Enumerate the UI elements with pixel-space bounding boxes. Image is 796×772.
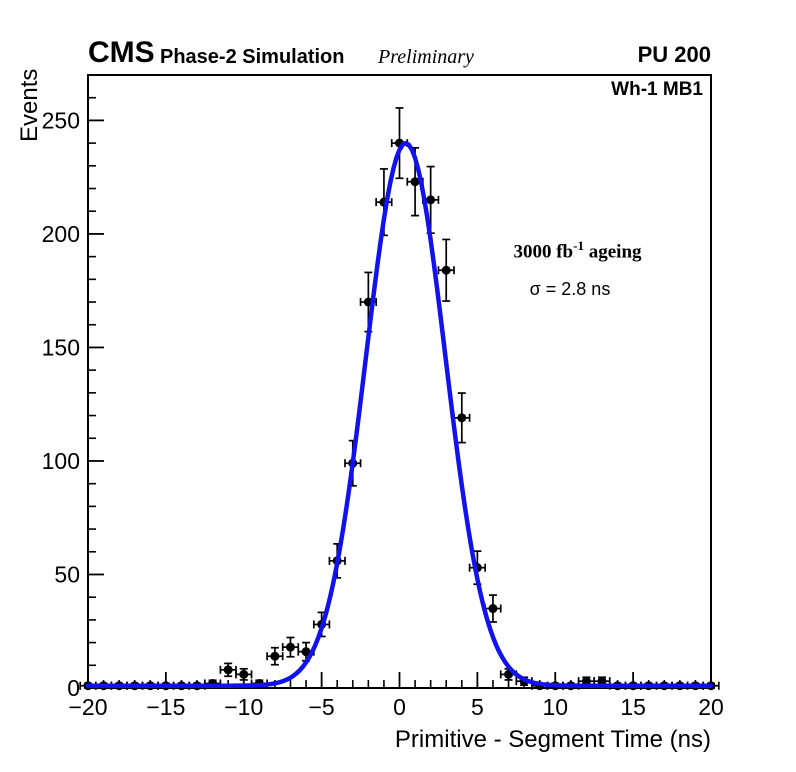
- y-tick-label: 100: [42, 448, 80, 474]
- data-point: [270, 651, 280, 661]
- luminosity-ageing-annotation: 3000 fb-1 ageing: [460, 238, 695, 263]
- data-point: [426, 195, 436, 205]
- pileup-label: PU 200: [637, 42, 711, 67]
- x-tick-label: 20: [698, 694, 724, 720]
- data-point: [301, 647, 311, 657]
- y-tick-label: 250: [42, 107, 80, 133]
- x-tick-label: −15: [146, 694, 185, 720]
- data-point: [597, 676, 607, 686]
- x-tick-label: 15: [620, 694, 646, 720]
- data-series: [79, 107, 720, 691]
- x-tick-label: 0: [393, 694, 406, 720]
- x-axis-title: Primitive - Segment Time (ns): [394, 726, 711, 753]
- header-preliminary: Preliminary: [378, 46, 474, 68]
- lumi-suffix: ageing: [583, 241, 642, 263]
- header-subtitle: Phase-2 Simulation: [160, 46, 345, 68]
- lumi-base: 3000 fb: [513, 241, 574, 263]
- x-tick-label: 10: [542, 694, 568, 720]
- data-point: [457, 413, 467, 423]
- data-point: [410, 177, 420, 187]
- lumi-exponent: -1: [573, 238, 584, 253]
- x-tick-label: −20: [68, 694, 107, 720]
- data-point: [441, 265, 451, 275]
- y-tick-label: 50: [54, 561, 80, 587]
- y-tick-label: 0: [67, 675, 80, 701]
- x-tick-label: 5: [471, 694, 484, 720]
- data-point: [488, 604, 498, 614]
- data-point: [581, 676, 591, 686]
- gaussian-fit-curve: [85, 140, 714, 688]
- chamber-label: Wh-1 MB1: [611, 79, 703, 100]
- y-tick-label: 150: [42, 334, 80, 360]
- sigma-annotation: σ = 2.8 ns: [529, 279, 611, 299]
- data-point: [239, 669, 249, 679]
- y-tick-label: 200: [42, 221, 80, 247]
- data-point: [285, 642, 295, 652]
- cms-logo-text: CMS: [88, 36, 155, 69]
- data-point: [223, 665, 233, 675]
- x-tick-label: −10: [224, 694, 263, 720]
- x-tick-label: −5: [309, 694, 335, 720]
